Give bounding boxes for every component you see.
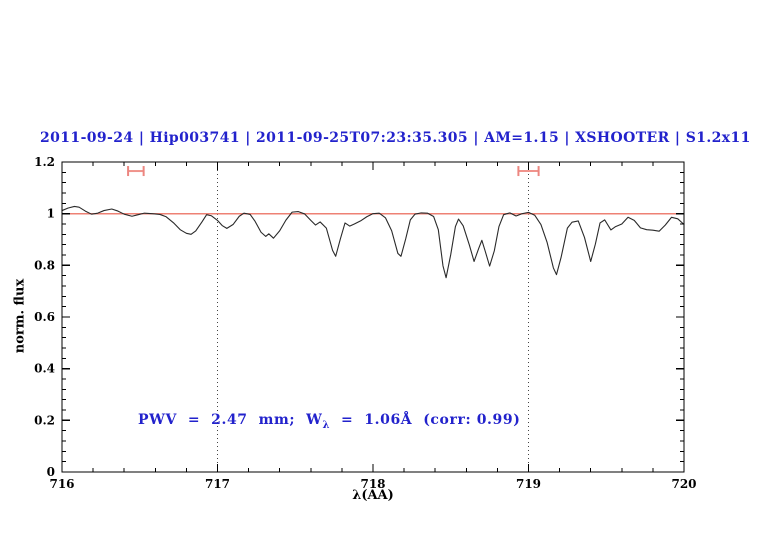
y-tick-label: 0.6 (34, 310, 55, 324)
x-tick-label: 719 (516, 477, 541, 491)
pwv-annotation-subscript: λ (322, 419, 331, 431)
x-tick-label: 718 (360, 477, 385, 491)
x-tick-label: 720 (671, 477, 696, 491)
pwv-annotation-suffix: = 1.06Å (corr: 0.99) (330, 412, 521, 428)
x-axis-label: λ(AA) (352, 488, 394, 503)
pwv-annotation-prefix: PWV = 2.47 mm; W (138, 412, 323, 428)
y-tick-label: 0 (47, 465, 55, 479)
y-tick-label: 0.8 (34, 258, 55, 272)
x-tick-label: 717 (205, 477, 230, 491)
y-tick-label: 1 (47, 207, 55, 221)
y-tick-label: 1.2 (34, 155, 55, 169)
y-tick-label: 0.2 (34, 413, 55, 427)
pwv-annotation: PWV = 2.47 mm; Wλ = 1.06Å (corr: 0.99) (138, 412, 520, 431)
spectrum-curve (61, 205, 685, 279)
y-axis-label: norm. flux (12, 278, 28, 354)
x-tick-label: 716 (49, 477, 74, 491)
plot-title: 2011-09-24 | Hip003741 | 2011-09-25T07:2… (40, 130, 751, 146)
y-tick-label: 0.4 (34, 362, 55, 376)
